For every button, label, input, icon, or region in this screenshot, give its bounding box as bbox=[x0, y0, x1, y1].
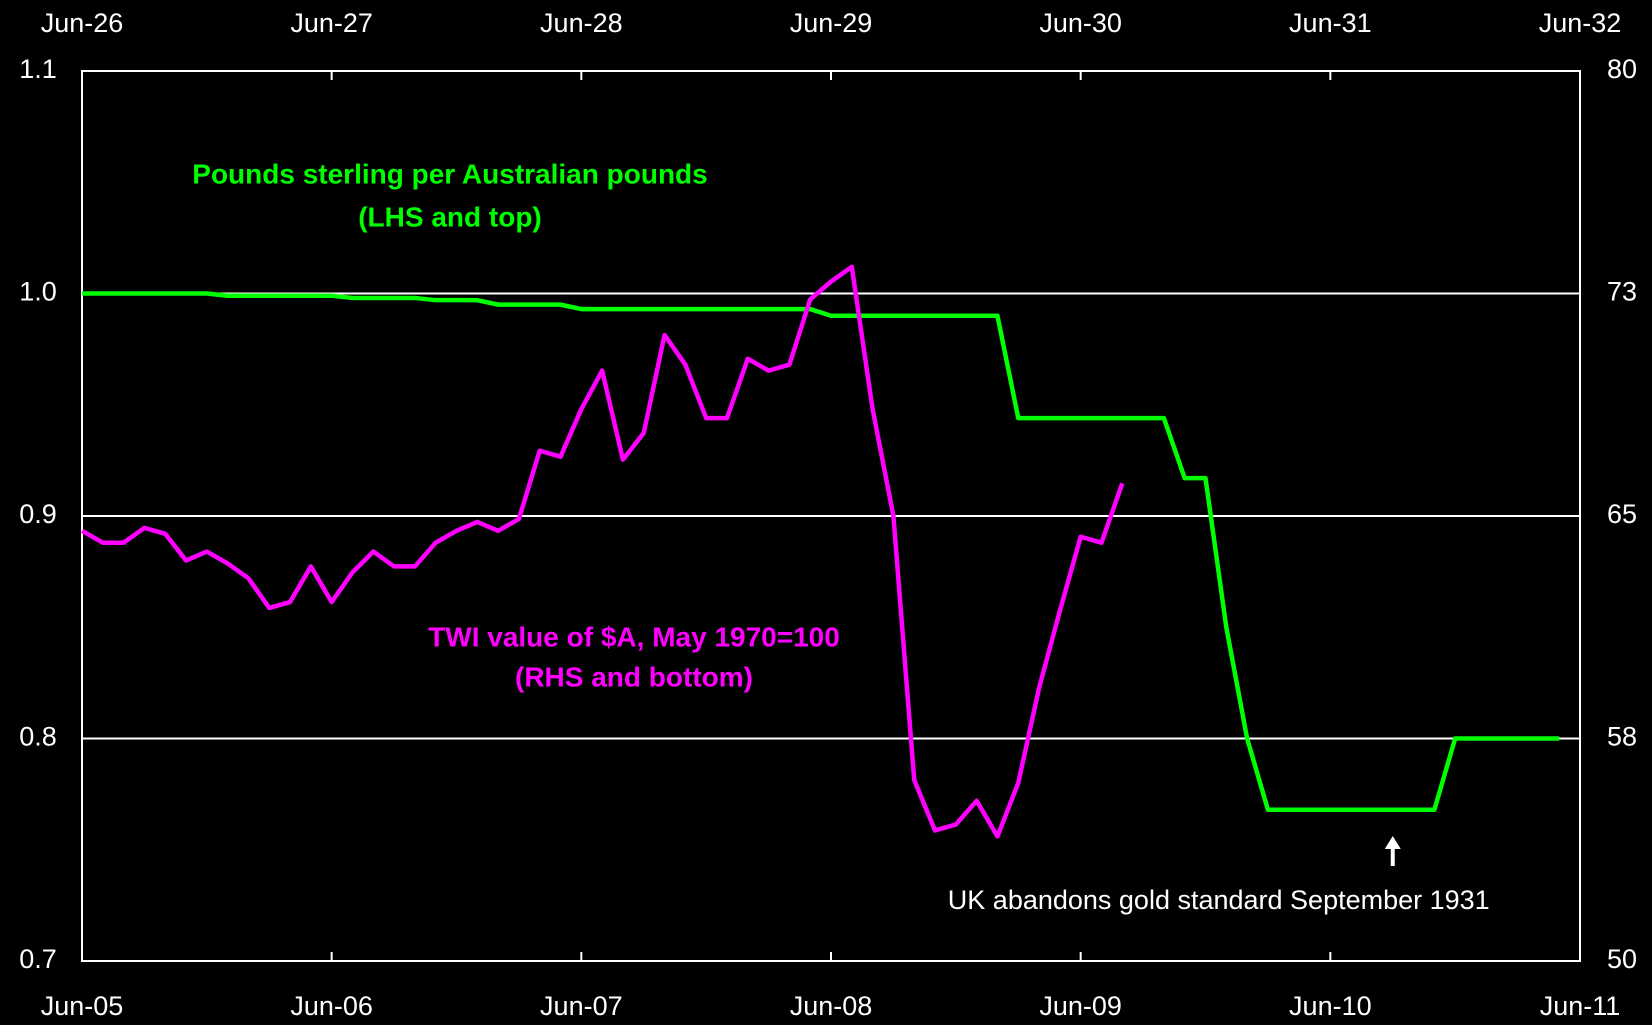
top-x-tick-label: Jun-26 bbox=[41, 8, 124, 38]
bottom-x-tick-label: Jun-05 bbox=[41, 991, 124, 1021]
y-tick-label: 0.7 bbox=[19, 944, 57, 974]
series-label: Pounds sterling per Australian pounds bbox=[192, 158, 707, 189]
bottom-x-tick-label: Jun-08 bbox=[790, 991, 873, 1021]
annotation: UK abandons gold standard September 1931 bbox=[948, 885, 1490, 915]
top-x-tick-label: Jun-27 bbox=[290, 8, 373, 38]
bottom-x-tick-label: Jun-11 bbox=[1540, 991, 1621, 1021]
annotation-arrowhead bbox=[1384, 836, 1401, 849]
top-x-tick-label: Jun-28 bbox=[540, 8, 623, 38]
top-x-tick-label: Jun-31 bbox=[1289, 8, 1372, 38]
y-tick-label: 1.1 bbox=[19, 54, 57, 84]
series-note: (RHS and bottom) bbox=[515, 661, 753, 692]
data-line bbox=[82, 291, 1560, 812]
bottom-x-tick-label: Jun-07 bbox=[540, 991, 623, 1021]
top-x-tick-label: Jun-29 bbox=[790, 8, 873, 38]
series-label: TWI value of $A, May 1970=100 bbox=[428, 621, 840, 652]
bottom-x-tick-label: Jun-06 bbox=[290, 991, 373, 1021]
y2-tick-label: 50 bbox=[1607, 944, 1637, 974]
bottom-x-tick-label: Jun-09 bbox=[1039, 991, 1122, 1021]
y2-tick-label: 58 bbox=[1607, 722, 1637, 752]
top-x-tick-label: Jun-30 bbox=[1039, 8, 1122, 38]
y2-tick-label: 65 bbox=[1607, 499, 1637, 529]
top-x-tick-label: Jun-32 bbox=[1539, 8, 1622, 38]
y-tick-label: 0.9 bbox=[19, 499, 57, 529]
bottom-x-tick-label: Jun-10 bbox=[1289, 991, 1372, 1021]
y2-tick-label: 80 bbox=[1607, 54, 1637, 84]
series-note: (LHS and top) bbox=[358, 201, 542, 232]
y-tick-label: 0.8 bbox=[19, 722, 57, 752]
y-tick-label: 1.0 bbox=[19, 277, 57, 307]
plot-frame bbox=[81, 70, 1581, 962]
data-line bbox=[80, 264, 1125, 839]
y2-tick-label: 73 bbox=[1607, 277, 1637, 307]
